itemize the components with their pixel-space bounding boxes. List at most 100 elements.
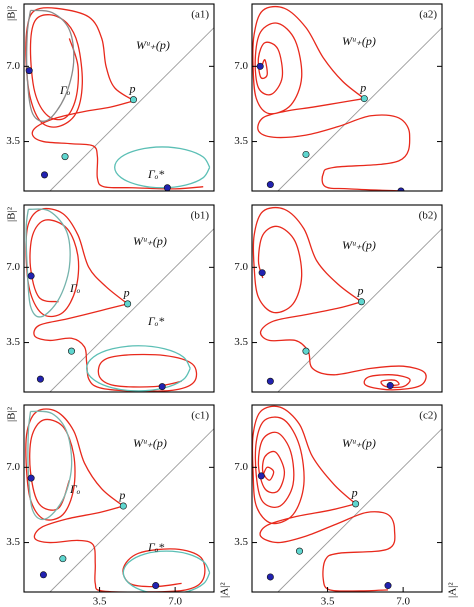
equilibrium: [68, 347, 76, 355]
panel-label: (b2): [419, 210, 438, 222]
panel-frame: [23, 204, 215, 393]
curve-label: Γₒ: [69, 482, 81, 496]
y-tick-label: 7.0: [234, 60, 248, 72]
y-tick-label: 7.0: [234, 261, 248, 273]
y-tick-label: 7.0: [234, 461, 248, 473]
equilibrium: [163, 184, 171, 191]
equilibrium: [397, 187, 405, 191]
equilibrium: [25, 67, 33, 75]
curve-label: Wᵘ₊(p): [136, 38, 170, 52]
trajectory: [114, 146, 211, 189]
panel-frame: [23, 3, 215, 192]
trajectory: [25, 208, 71, 318]
panel: [25, 408, 214, 592]
trajectory: [252, 5, 411, 191]
x-tick-label: 7.0: [168, 596, 182, 607]
equilibrium: [152, 582, 160, 590]
x-axis-label: |A|²: [447, 582, 459, 598]
curve-label: Wᵘ₊(p): [133, 234, 167, 248]
panel-frame: [251, 404, 443, 593]
y-tick-label: 3.5: [6, 536, 20, 548]
panel: [252, 5, 442, 191]
point-label: p: [123, 286, 130, 300]
diagonal: [49, 27, 214, 191]
equilibrium: [302, 347, 310, 355]
y-tick-label: 3.5: [6, 135, 20, 147]
trajectory: [25, 207, 198, 392]
equilibrium: [27, 474, 35, 482]
trajectory: [252, 405, 396, 592]
y-tick-label: 3.5: [234, 336, 248, 348]
x-tick-label: 3.5: [321, 596, 335, 607]
equilibrium: [41, 171, 49, 179]
point-label: p: [351, 486, 358, 500]
trajectory: [252, 206, 427, 391]
curve-label: Γₒ*: [147, 540, 164, 554]
trajectory: [27, 410, 73, 521]
y-tick-label: 7.0: [6, 60, 20, 72]
equilibrium: [352, 500, 360, 508]
equilibrium: [119, 502, 127, 510]
equilibrium: [266, 181, 274, 189]
y-tick-label: 3.5: [234, 536, 248, 548]
y-tick-label: 7.0: [6, 461, 20, 473]
curve-label: Wᵘ₊(p): [342, 238, 376, 252]
equilibrium: [61, 153, 69, 161]
diagonal: [277, 228, 442, 392]
diagonal: [277, 428, 442, 592]
curve-label: Wᵘ₊(p): [342, 34, 376, 48]
equilibrium: [129, 96, 137, 104]
x-tick-label: 7.0: [396, 596, 410, 607]
panel-label: (a1): [191, 9, 209, 21]
curve-label: Γₒ*: [147, 167, 164, 181]
equilibrium: [59, 555, 67, 563]
equilibrium: [357, 298, 365, 306]
point-label: p: [359, 80, 366, 94]
equilibrium: [124, 300, 132, 308]
panel-label: (b1): [191, 210, 210, 222]
y-axis-label: |B|²: [6, 5, 18, 21]
panel-frame: [23, 404, 215, 593]
equilibrium: [27, 272, 35, 280]
equilibrium: [36, 375, 44, 383]
equilibrium: [256, 62, 264, 70]
x-axis-label: |A|²: [219, 582, 231, 598]
diagonal: [49, 228, 214, 392]
curve-label: Γₒ: [69, 281, 81, 295]
diagonal: [277, 27, 442, 191]
panel-frame: [251, 3, 443, 192]
panel-label: (c1): [191, 410, 209, 422]
equilibrium: [158, 383, 166, 391]
y-tick-label: 7.0: [6, 261, 20, 273]
panel: [25, 7, 214, 191]
panel: [252, 405, 442, 592]
equilibrium: [295, 547, 303, 555]
panel: [25, 207, 214, 392]
equilibrium: [258, 269, 266, 277]
panel: [252, 206, 442, 392]
x-tick-label: 3.5: [93, 596, 107, 607]
trajectory: [85, 345, 191, 392]
point-label: p: [356, 283, 363, 297]
y-tick-label: 3.5: [6, 336, 20, 348]
y-tick-label: 3.5: [234, 135, 248, 147]
trajectory: [122, 550, 211, 592]
point-label: p: [128, 81, 135, 95]
trajectory: [25, 7, 204, 190]
equilibrium: [302, 150, 310, 158]
equilibrium: [266, 573, 274, 581]
equilibrium: [386, 382, 394, 390]
panel-label: (a2): [419, 9, 437, 21]
trajectory: [26, 9, 75, 122]
y-axis-label: |B|²: [6, 206, 18, 222]
equilibrium: [257, 472, 265, 480]
diagonal: [49, 428, 214, 592]
trajectory: [25, 408, 206, 592]
y-axis-label: |B|²: [6, 406, 18, 422]
curve-label: Γₒ: [59, 83, 71, 97]
panel-label: (c2): [419, 410, 437, 422]
equilibrium: [266, 377, 274, 385]
panel-frame: [251, 204, 443, 393]
equilibrium: [384, 582, 392, 590]
